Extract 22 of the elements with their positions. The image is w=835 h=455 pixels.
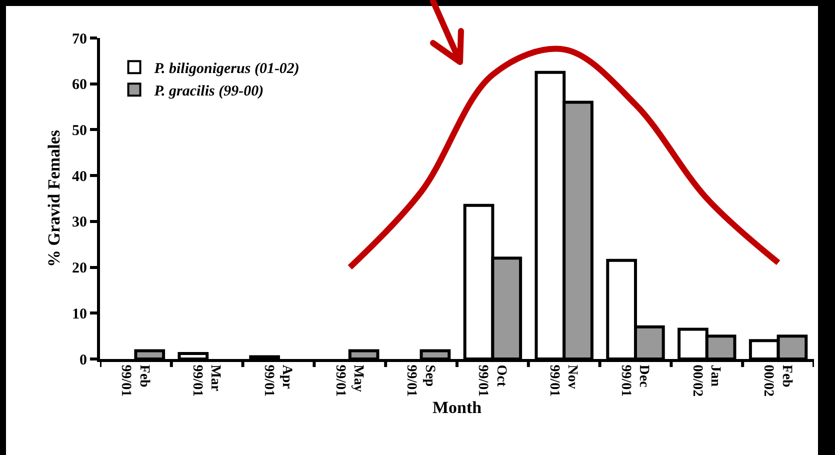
y-tick-label: 50 [72, 122, 87, 139]
y-tick-label: 10 [72, 306, 87, 322]
y-tick-label: 70 [72, 31, 87, 48]
y-tick-label: 0 [80, 352, 87, 368]
y-tick-label: 20 [72, 260, 87, 277]
legend-label: P. gracilis (99-00) [154, 83, 264, 100]
y-tick-label: 60 [72, 77, 87, 94]
x-axis-title: Month [432, 398, 482, 418]
y-axis-title: % Gravid Females [44, 130, 64, 267]
x-tick-label: Feb 00/02 [760, 364, 794, 397]
x-tick-label: Apr 99/01 [260, 364, 294, 397]
x-tick-label: Mar 99/01 [189, 364, 223, 397]
x-tick-label: Dec 99/01 [618, 364, 652, 397]
legend-label: P. biligonigerus (01-02) [154, 60, 300, 77]
x-tick-label: May 99/01 [332, 364, 366, 397]
x-tick-label: Nov 99/01 [546, 364, 580, 397]
x-tick-label: Oct 99/01 [475, 364, 508, 397]
y-tick-label: 40 [72, 168, 87, 185]
x-tick-label: Sep 99/01 [404, 364, 437, 397]
y-tick-label: 30 [72, 214, 87, 231]
x-tick-label: Jan 00/02 [689, 364, 722, 397]
x-tick-label: Feb 99/01 [118, 364, 152, 397]
